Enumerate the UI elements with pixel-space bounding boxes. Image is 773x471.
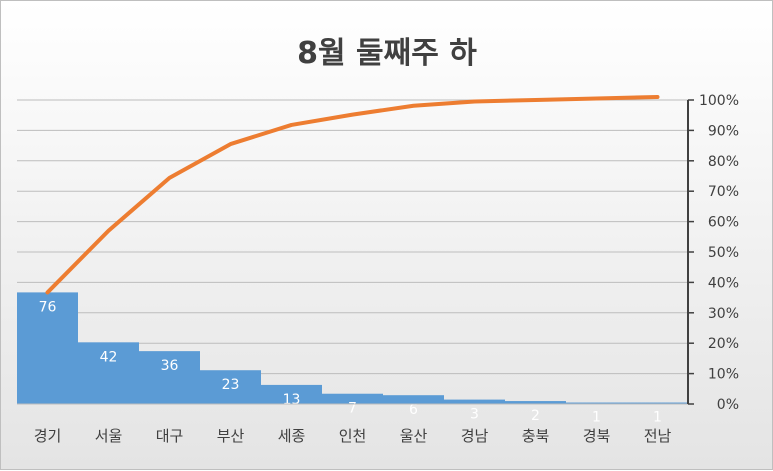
y-axis-right: 0% 10% 20% 30% 40% 50% 60% 70% 80% 90% 100% — [687, 93, 739, 413]
bar — [383, 395, 444, 404]
cumulative-line-series — [45, 94, 660, 295]
data-label: 3 — [470, 407, 479, 423]
bar — [444, 399, 505, 404]
bar — [505, 401, 566, 404]
x-tick-label: 인천 — [339, 427, 367, 445]
data-label: 13 — [283, 392, 301, 408]
x-tick-label: 서울 — [95, 427, 123, 445]
y-tick-label: 20% — [708, 336, 739, 352]
bar — [261, 384, 322, 404]
y-tick-label: 70% — [708, 184, 739, 200]
x-tick-label: 울산 — [400, 427, 428, 445]
y-tick-label: 30% — [708, 306, 739, 322]
x-tick-label: 경남 — [461, 427, 489, 445]
data-label: 42 — [100, 349, 118, 365]
data-label: 2 — [531, 408, 540, 424]
data-label: 23 — [222, 377, 240, 393]
chart-title: 8월 둘째주 하 — [297, 36, 477, 71]
y-tick-label: 90% — [708, 123, 739, 139]
y-tick-label: 10% — [708, 367, 739, 383]
bar — [566, 402, 627, 404]
bar — [17, 292, 78, 404]
x-tick-label: 경기 — [34, 427, 62, 445]
data-label: 76 — [39, 299, 57, 315]
data-label: 6 — [409, 402, 418, 418]
x-tick-label: 부산 — [217, 427, 245, 445]
x-tick-label: 세종 — [278, 427, 306, 445]
bar — [322, 393, 383, 404]
bar-series — [17, 292, 688, 404]
x-tick-label: 충북 — [522, 427, 550, 445]
x-axis: 경기 서울 대구 부산 세종 인천 울산 경남 충북 경북 전남 — [17, 403, 688, 445]
y-tick-label: 40% — [708, 275, 739, 291]
bar — [78, 342, 139, 404]
y-tick-label: 100% — [699, 93, 739, 109]
bar — [200, 370, 261, 404]
y-tick-label: 0% — [717, 397, 739, 413]
data-label: 1 — [653, 410, 662, 426]
x-tick-label: 전남 — [644, 427, 672, 445]
y-tick-label: 50% — [708, 245, 739, 261]
x-tick-label: 경북 — [583, 427, 611, 445]
bar — [139, 351, 200, 404]
x-tick-label: 대구 — [156, 427, 184, 445]
data-label: 7 — [348, 401, 357, 417]
y-tick-label: 80% — [708, 154, 739, 170]
bar — [627, 402, 688, 404]
y-tick-label: 60% — [708, 215, 739, 231]
data-label: 36 — [161, 358, 179, 374]
cumulative-line — [45, 94, 660, 295]
data-label: 1 — [592, 410, 601, 426]
